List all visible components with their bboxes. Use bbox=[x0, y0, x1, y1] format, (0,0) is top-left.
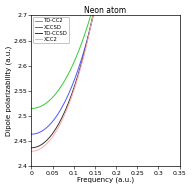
Line: TD-CC2: TD-CC2 bbox=[31, 0, 175, 108]
Y-axis label: Dipole polarizability (a.u.): Dipole polarizability (a.u.) bbox=[6, 46, 12, 136]
TD-CC2 bbox=[87, 22, 89, 25]
Title: Neon atom: Neon atom bbox=[84, 5, 127, 15]
TD-CC2 bbox=[48, 100, 50, 102]
Line: XCC2: XCC2 bbox=[31, 0, 175, 151]
XCC2 bbox=[30, 150, 33, 152]
XCCSD bbox=[77, 68, 79, 70]
XCC2 bbox=[48, 140, 50, 143]
TD-CCSD bbox=[87, 35, 89, 37]
XCCSD bbox=[30, 133, 33, 135]
TD-CCSD bbox=[48, 137, 50, 139]
Legend: TD-CC2, XCCSD, TD-CCSD, XCC2: TD-CC2, XCCSD, TD-CCSD, XCC2 bbox=[33, 17, 69, 43]
TD-CCSD bbox=[77, 73, 79, 76]
XCCSD bbox=[48, 125, 50, 127]
XCCSD bbox=[87, 35, 89, 37]
TD-CC2 bbox=[30, 107, 33, 110]
Line: TD-CCSD: TD-CCSD bbox=[31, 0, 175, 148]
Line: XCCSD: XCCSD bbox=[31, 0, 175, 134]
X-axis label: Frequency (a.u.): Frequency (a.u.) bbox=[77, 177, 134, 184]
XCC2 bbox=[77, 75, 79, 77]
XCC2 bbox=[87, 36, 89, 39]
TD-CC2 bbox=[77, 51, 79, 53]
TD-CCSD bbox=[30, 147, 33, 149]
